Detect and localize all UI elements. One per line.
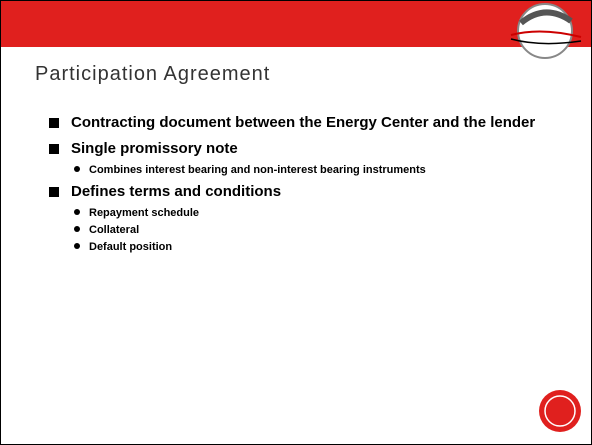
bullet-list: Contracting document between the Energy … — [49, 113, 569, 259]
sub-bullet: Collateral — [49, 222, 569, 238]
sub-bullet: Combines interest bearing and non-intere… — [49, 162, 569, 178]
bullet: Defines terms and conditions — [49, 182, 569, 202]
slide-title: Participation Agreement — [35, 63, 271, 85]
logo-top — [510, 3, 582, 59]
header-bar — [1, 1, 591, 47]
bullet: Single promissory note — [49, 139, 569, 159]
logo-bottom — [539, 390, 581, 432]
sub-bullet: Repayment schedule — [49, 205, 569, 221]
sub-bullet: Default position — [49, 239, 569, 255]
bullet: Contracting document between the Energy … — [49, 113, 569, 133]
